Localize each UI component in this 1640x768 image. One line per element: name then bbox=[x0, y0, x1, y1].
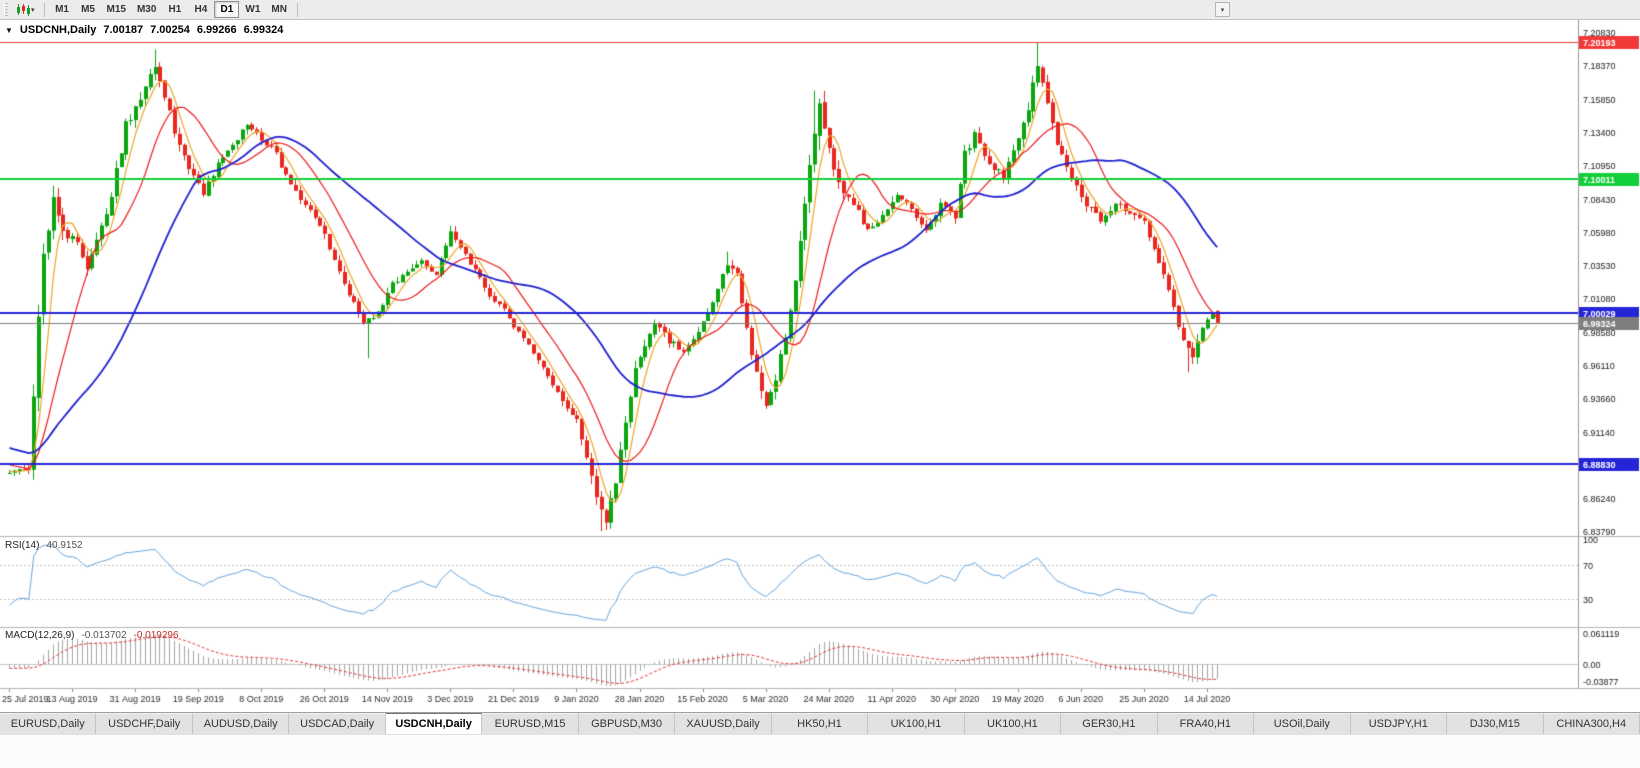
chart-tab-usdcad-daily[interactable]: USDCAD,Daily bbox=[289, 713, 386, 734]
candlestick-chart-icon bbox=[17, 3, 30, 16]
toolbar-overflow-button[interactable]: ▾ bbox=[1215, 2, 1230, 17]
chart-tab-eurusd-daily[interactable]: EURUSD,Daily bbox=[0, 713, 97, 734]
timeframe-button-m5[interactable]: M5 bbox=[76, 1, 101, 18]
toolbar-separator bbox=[296, 2, 298, 17]
timeframe-button-m1[interactable]: M1 bbox=[50, 1, 75, 18]
chart-tab-dj30-m15[interactable]: DJ30,M15 bbox=[1447, 713, 1544, 734]
chart-tab-audusd-daily[interactable]: AUDUSD,Daily bbox=[192, 713, 290, 734]
chart-tab-gbpusd-m30[interactable]: GBPUSD,M30 bbox=[578, 713, 676, 734]
chart-nav-arrow-icon[interactable]: ▼ bbox=[5, 25, 13, 35]
bottom-filler bbox=[0, 734, 1640, 768]
timeframe-button-d1[interactable]: D1 bbox=[214, 1, 240, 18]
chart-tab-usdcnh-daily[interactable]: USDCNH,Daily bbox=[385, 713, 483, 734]
timeframe-button-m15[interactable]: M15 bbox=[102, 1, 131, 18]
chart-tab-uk100-h1[interactable]: UK100,H1 bbox=[964, 713, 1062, 734]
top-toolbar: ▾ M1 M5 M15 M30 H1 H4 D1 W1 MN ▾ bbox=[0, 0, 1640, 20]
chart-tab-uk100-h1[interactable]: UK100,H1 bbox=[868, 713, 965, 734]
dropdown-caret-icon: ▾ bbox=[31, 6, 35, 14]
chart-tab-usdjpy-h1[interactable]: USDJPY,H1 bbox=[1350, 713, 1448, 734]
chart-tab-fra40-h1[interactable]: FRA40,H1 bbox=[1157, 713, 1255, 734]
chart-tab-china300-h4[interactable]: CHINA300,H4 bbox=[1543, 713, 1640, 734]
timeframe-button-m30[interactable]: M30 bbox=[132, 1, 161, 18]
timeframe-buttons: M1 M5 M15 M30 H1 H4 D1 W1 MN bbox=[50, 1, 292, 18]
chart-tab-usoil-daily[interactable]: USOil,Daily bbox=[1254, 713, 1351, 734]
chart-tab-bar: EURUSD,Daily USDCHF,Daily AUDUSD,Daily USDC… bbox=[0, 712, 1640, 734]
overflow-caret-icon: ▾ bbox=[1220, 6, 1225, 14]
chart-tab-eurusd-m15[interactable]: EURUSD,M15 bbox=[482, 713, 579, 734]
timeframe-button-mn[interactable]: MN bbox=[266, 1, 292, 18]
chart-tab-hk50-h1[interactable]: HK50,H1 bbox=[771, 713, 869, 734]
chart-window: ▼ USDCNH,Daily 7.00187 7.00254 6.99266 6… bbox=[0, 20, 1640, 712]
toolbar-grip[interactable] bbox=[4, 2, 8, 17]
toolbar-separator bbox=[43, 2, 45, 17]
timeframe-button-h1[interactable]: H1 bbox=[162, 1, 187, 18]
timeframe-button-h4[interactable]: H4 bbox=[188, 1, 213, 18]
chart-tab-usdchf-daily[interactable]: USDCHF,Daily bbox=[96, 713, 193, 734]
chart-tab-xauusd-daily[interactable]: XAUUSD,Daily bbox=[675, 713, 772, 734]
price-chart-canvas[interactable] bbox=[0, 20, 1640, 712]
chart-tab-ger30-h1[interactable]: GER30,H1 bbox=[1061, 713, 1158, 734]
timeframe-button-w1[interactable]: W1 bbox=[240, 1, 265, 18]
chart-type-button[interactable]: ▾ bbox=[12, 1, 39, 18]
